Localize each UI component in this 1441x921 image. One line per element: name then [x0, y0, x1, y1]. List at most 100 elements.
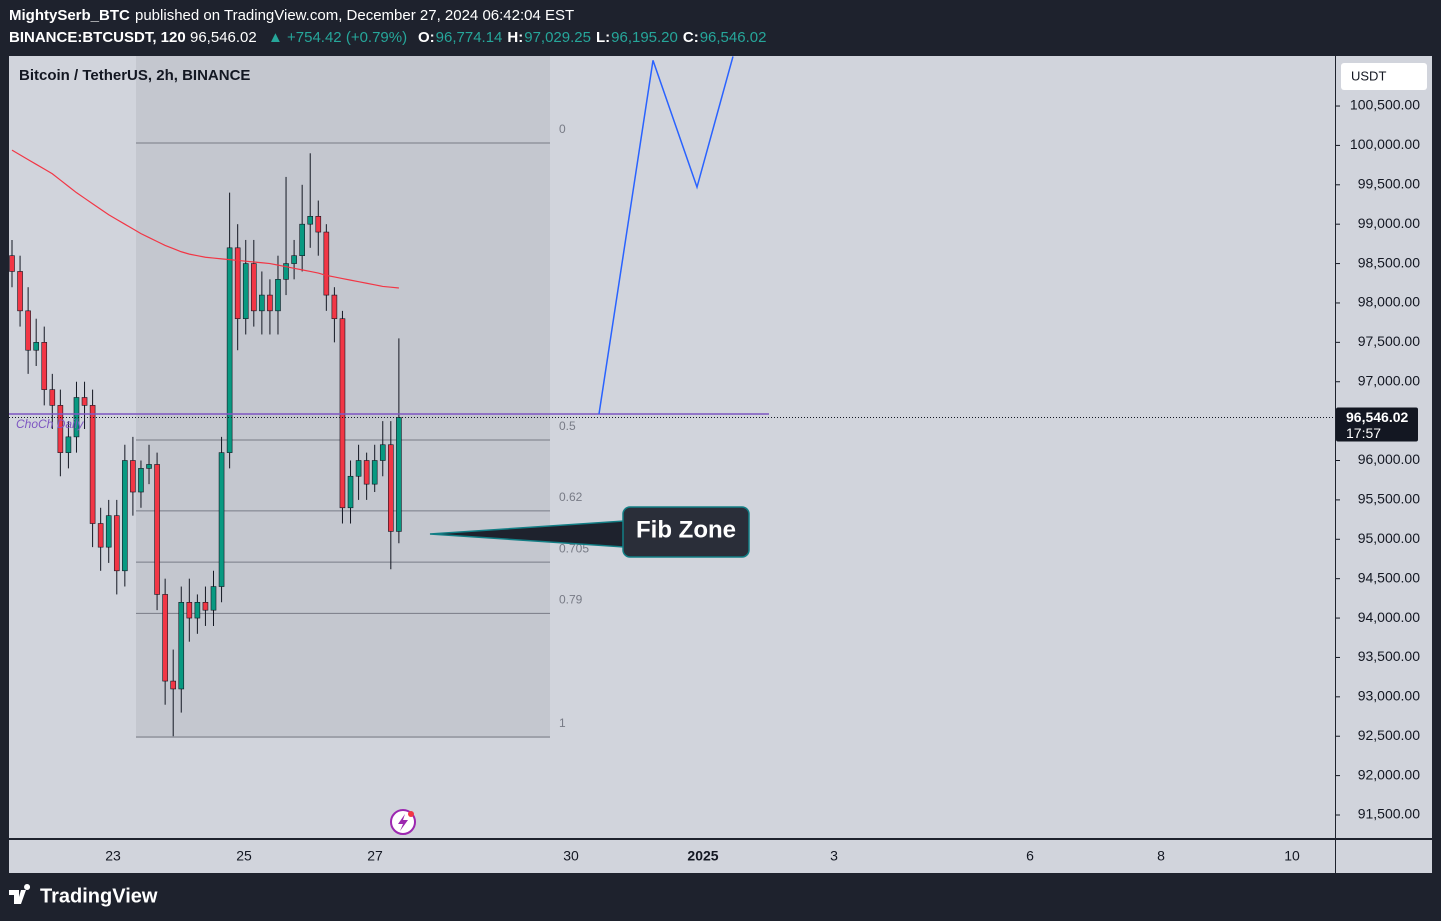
fib-label: 0 [559, 122, 566, 136]
logo: TradingView [9, 884, 158, 907]
candle-body [323, 231, 330, 296]
x-tick-label: 23 [105, 848, 121, 864]
x-tick-label: 10 [1284, 848, 1300, 864]
y-tick-label: 100,500.00 [1350, 97, 1420, 113]
y-tick-label: 97,500.00 [1358, 333, 1420, 349]
candle-body [388, 444, 394, 532]
y-tick-label: 94,500.00 [1358, 569, 1420, 585]
countdown: 17:57 [1346, 425, 1381, 441]
symbol: BINANCE:BTCUSDT, 120 [9, 29, 186, 46]
candle-body [234, 247, 241, 320]
candle-body [251, 263, 257, 312]
candle-body [33, 342, 39, 351]
candle-body [25, 310, 31, 351]
candle-body [210, 586, 217, 611]
y-tick-label: 99,500.00 [1358, 176, 1420, 192]
ohlc-value: 97,029.25 [524, 29, 591, 46]
candle-body [379, 444, 386, 461]
publisher: MightySerb_BTC [9, 7, 130, 24]
ohlc-value: 96,774.14 [436, 29, 503, 46]
candle-body [291, 255, 297, 264]
candle-body [49, 389, 56, 406]
y-tick-label: 95,000.00 [1358, 530, 1420, 546]
candle-body [81, 397, 88, 406]
time-axis [9, 840, 1335, 873]
flash-dot [408, 811, 414, 817]
currency: USDT [1351, 68, 1386, 83]
ohlc-value: 96,195.20 [611, 29, 678, 46]
candle-body [146, 464, 152, 469]
candle-body [267, 294, 273, 312]
y-tick-label: 95,500.00 [1358, 491, 1420, 507]
flash-glyph [398, 814, 408, 831]
logo-mark [9, 884, 31, 904]
callout-box [622, 506, 750, 558]
candle-body [122, 460, 128, 572]
candle-body [57, 405, 64, 453]
candle-body [170, 680, 176, 690]
candle-body [355, 460, 362, 477]
last-price-label: 96,546.02 [1346, 409, 1408, 425]
candle-body [194, 602, 201, 619]
projection [598, 56, 734, 415]
price-axis [1336, 56, 1432, 838]
candle-body [307, 216, 314, 225]
axis-corner [1336, 840, 1432, 873]
y-tick-label: 92,000.00 [1358, 766, 1420, 782]
candle-body [363, 460, 370, 485]
y-tick-label: 96,000.00 [1358, 451, 1420, 467]
moving-average [11, 149, 399, 289]
choch-label: ChoCh Daily [16, 417, 84, 431]
candle-body [275, 279, 281, 312]
last-price-tag [1336, 407, 1418, 442]
candle-body [347, 475, 354, 509]
candle-body [9, 255, 15, 272]
candle-body [186, 602, 193, 619]
candle-body [371, 460, 378, 485]
fib-label: 0.5 [559, 419, 576, 433]
y-tick-label: 94,000.00 [1358, 609, 1420, 625]
currency-button[interactable] [1341, 63, 1427, 90]
ohlc: O: 96,774.14 H: 97,029.25 L: 96,195.20 C: 96,54… [418, 29, 766, 46]
ohlc-value: 96,546.02 [700, 29, 767, 46]
chart-title: Bitcoin / TetherUS, 2h, BINANCE [19, 67, 250, 84]
y-tick-label: 98,500.00 [1358, 254, 1420, 270]
x-tick-label: 6 [1026, 848, 1034, 864]
y-tick-label: 100,000.00 [1350, 136, 1420, 152]
candle-body [113, 515, 120, 572]
candle-body [331, 294, 338, 320]
y-tick-label: 98,000.00 [1358, 294, 1420, 310]
y-tick-label: 92,500.00 [1358, 727, 1420, 743]
candle-body [41, 342, 48, 390]
y-tick-label: 99,000.00 [1358, 215, 1420, 231]
candle-body [154, 464, 160, 595]
candle-body [339, 318, 346, 509]
x-tick-label: 25 [236, 848, 252, 864]
candle-body [226, 247, 233, 453]
candle-body [315, 216, 322, 233]
candle-body [105, 515, 112, 548]
candle-body [138, 468, 144, 493]
published: published on TradingView.com, December 2… [135, 7, 574, 24]
candle-body [242, 263, 249, 320]
candle-body [130, 460, 136, 493]
candle-body [299, 223, 305, 256]
candle-body [218, 452, 225, 587]
x-tick-label: 27 [367, 848, 383, 864]
candle-body [396, 417, 402, 532]
plot: 100,500.00 100,000.00 99,500.00 99,000.00 98… [9, 56, 1420, 864]
candle-body [17, 271, 23, 312]
candle-body [178, 602, 185, 690]
y-tick-label: 93,000.00 [1358, 688, 1420, 704]
ohlc-key: H: [507, 29, 523, 46]
y-tick-label: 97,000.00 [1358, 372, 1420, 388]
candle-body [259, 294, 265, 312]
candle-body [65, 436, 72, 453]
candle-body [162, 594, 168, 682]
change: ▲ +754.42 (+0.79%) [268, 29, 407, 46]
x-tick-label: 2025 [687, 848, 718, 864]
ohlc-key: C: [683, 29, 699, 46]
candle-body [97, 523, 104, 548]
ohlc-key: L: [596, 29, 610, 46]
